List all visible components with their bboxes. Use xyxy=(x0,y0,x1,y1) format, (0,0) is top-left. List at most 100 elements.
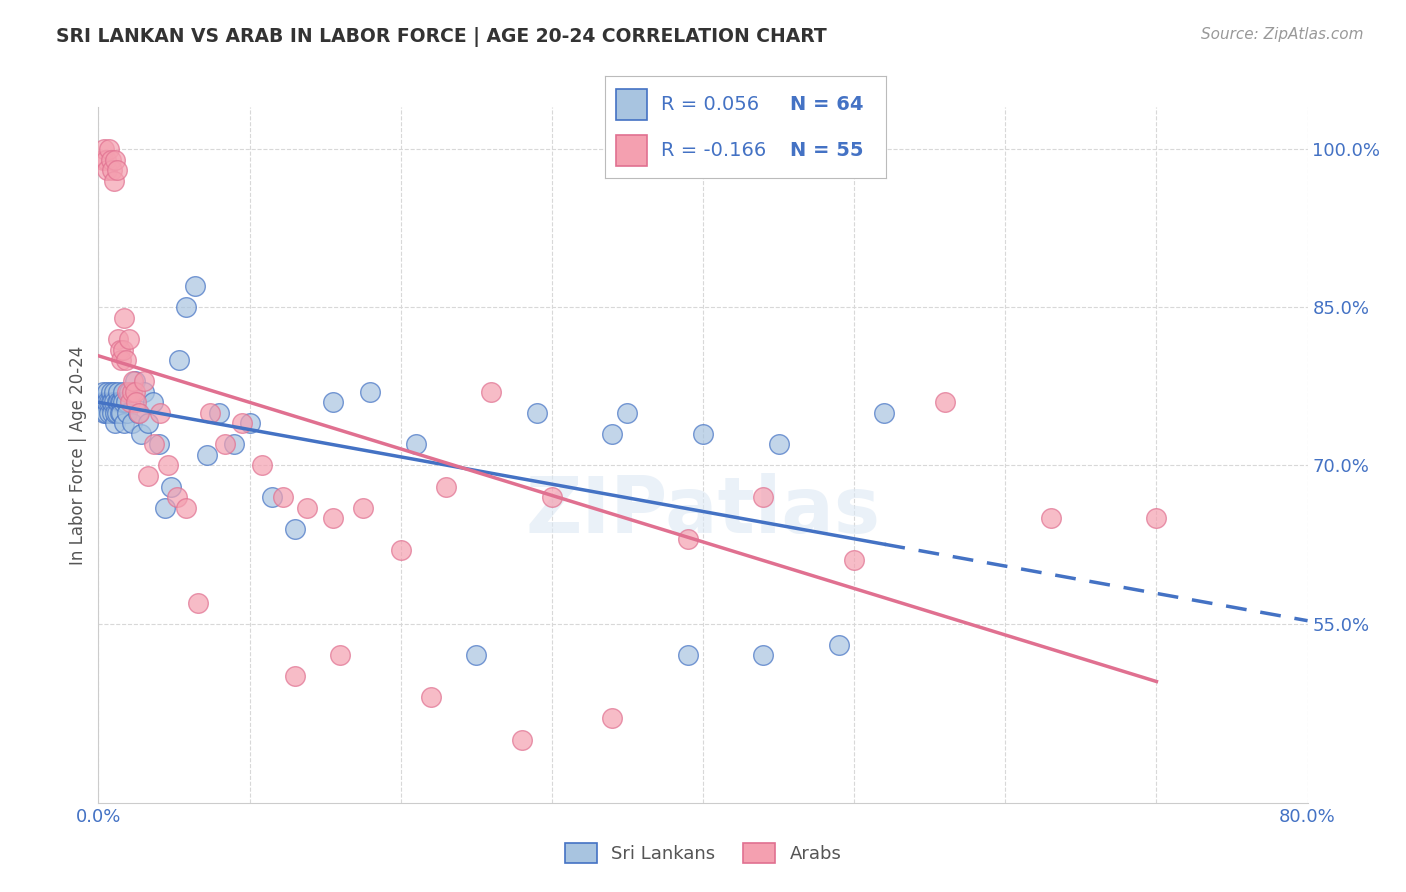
Point xyxy=(752,490,775,504)
Point xyxy=(284,669,307,683)
Point xyxy=(93,406,115,420)
Point xyxy=(94,406,117,420)
Point xyxy=(1039,511,1062,525)
Point xyxy=(115,406,138,420)
Point xyxy=(153,500,176,515)
Text: R = -0.166: R = -0.166 xyxy=(661,141,766,161)
Point xyxy=(676,533,699,547)
Point xyxy=(160,479,183,493)
Point xyxy=(128,406,150,420)
Point xyxy=(93,142,115,156)
Point xyxy=(111,384,134,399)
Point xyxy=(100,395,122,409)
Point xyxy=(329,648,352,663)
Point xyxy=(98,142,121,156)
Point xyxy=(434,479,457,493)
Text: Source: ZipAtlas.com: Source: ZipAtlas.com xyxy=(1201,27,1364,42)
Point xyxy=(103,174,125,188)
Point xyxy=(250,458,273,473)
Point xyxy=(121,417,143,431)
Point xyxy=(295,500,318,515)
Point xyxy=(93,395,115,409)
Point xyxy=(101,163,124,178)
Point xyxy=(142,395,165,409)
Point xyxy=(187,595,209,609)
Point xyxy=(239,417,262,431)
Point xyxy=(118,384,141,399)
Point xyxy=(108,406,131,420)
Point xyxy=(166,490,188,504)
Point xyxy=(96,163,118,178)
Point xyxy=(110,406,132,420)
Point xyxy=(105,406,128,420)
Point xyxy=(107,332,129,346)
Point xyxy=(214,437,236,451)
Point xyxy=(167,353,190,368)
Point xyxy=(481,384,503,399)
Point xyxy=(602,711,624,725)
Point xyxy=(108,343,131,357)
Point xyxy=(132,384,155,399)
Point xyxy=(107,384,129,399)
Point xyxy=(100,384,122,399)
Text: ZIPatlas: ZIPatlas xyxy=(526,473,880,549)
Point xyxy=(112,310,135,325)
Point xyxy=(118,332,141,346)
Point xyxy=(105,395,128,409)
Text: N = 55: N = 55 xyxy=(790,141,863,161)
Point xyxy=(934,395,956,409)
Point xyxy=(1144,511,1167,525)
Point xyxy=(103,384,125,399)
Point xyxy=(602,426,624,441)
Point xyxy=(136,417,159,431)
Point xyxy=(692,426,714,441)
Point xyxy=(419,690,441,705)
Point xyxy=(184,279,207,293)
Point xyxy=(129,426,152,441)
Point xyxy=(156,458,179,473)
Point xyxy=(873,406,896,420)
Point xyxy=(844,553,866,567)
Point xyxy=(616,406,638,420)
Y-axis label: In Labor Force | Age 20-24: In Labor Force | Age 20-24 xyxy=(69,345,87,565)
Point xyxy=(98,406,121,420)
Point xyxy=(149,406,172,420)
Point xyxy=(90,395,112,409)
Point xyxy=(104,406,127,420)
Point xyxy=(101,395,124,409)
Point xyxy=(107,395,129,409)
Point xyxy=(143,437,166,451)
Point xyxy=(104,417,127,431)
Point xyxy=(389,542,412,557)
Point xyxy=(111,395,134,409)
Text: SRI LANKAN VS ARAB IN LABOR FORCE | AGE 20-24 CORRELATION CHART: SRI LANKAN VS ARAB IN LABOR FORCE | AGE … xyxy=(56,27,827,46)
Point xyxy=(94,153,117,167)
Point xyxy=(132,374,155,388)
Legend: Sri Lankans, Arabs: Sri Lankans, Arabs xyxy=(565,844,841,863)
Point xyxy=(352,500,374,515)
Point xyxy=(111,343,134,357)
Point xyxy=(124,374,146,388)
Point xyxy=(465,648,488,663)
Point xyxy=(115,384,138,399)
Point xyxy=(405,437,427,451)
Point xyxy=(136,469,159,483)
Bar xyxy=(616,136,647,166)
Point xyxy=(124,384,146,399)
Point xyxy=(100,153,122,167)
Point xyxy=(91,384,114,399)
Point xyxy=(96,395,118,409)
Point xyxy=(101,406,124,420)
Text: R = 0.056: R = 0.056 xyxy=(661,95,759,114)
Point xyxy=(108,395,131,409)
Point xyxy=(148,437,170,451)
Point xyxy=(125,395,148,409)
Point xyxy=(360,384,382,399)
Point xyxy=(322,511,344,525)
Point xyxy=(174,301,197,315)
Point xyxy=(200,406,222,420)
Point xyxy=(828,638,851,652)
Bar xyxy=(616,89,647,120)
Point xyxy=(96,384,118,399)
Point xyxy=(174,500,197,515)
